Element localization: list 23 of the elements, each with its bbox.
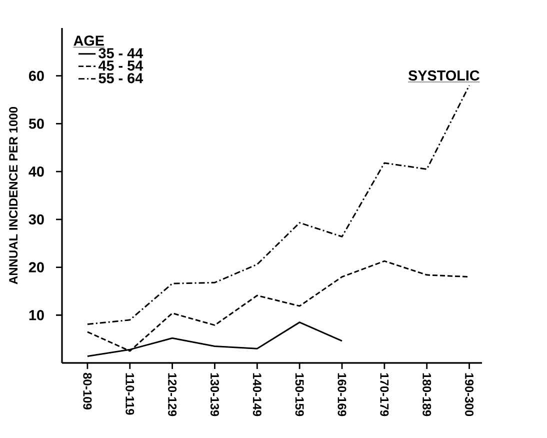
legend-label: 35 - 44: [98, 48, 144, 58]
y-tick-label: 20: [28, 262, 44, 272]
y-axis-title: ANNUAL INCIDENCE PER 1000: [9, 107, 18, 284]
x-tick-label: 120-129: [168, 373, 177, 416]
x-tick-label: 170-179: [380, 373, 389, 416]
x-tick-label: 150-159: [295, 373, 304, 416]
y-tick-label: 60: [28, 70, 44, 81]
legend-title: AGE: [74, 36, 104, 46]
x-tick-label: 110-119: [126, 373, 134, 415]
y-tick-label: 30: [28, 214, 44, 225]
y-tick-label: 10: [29, 310, 44, 320]
x-tick-label: 130-139: [210, 373, 219, 416]
legend-label: 45 - 54: [98, 60, 144, 71]
x-tick-label: 190-300: [465, 373, 474, 416]
x-tick-label: 180-189: [422, 373, 432, 416]
legend-label: 55 - 64: [98, 73, 144, 84]
y-tick-label: 50: [28, 118, 44, 129]
x-tick-label: 80-109: [83, 372, 92, 410]
y-tick-label: 40: [28, 166, 44, 177]
line-series: [86, 84, 470, 325]
x-tick-label: 160-169: [338, 373, 346, 416]
annotation: SYSTOLIC: [408, 70, 480, 81]
x-tick-label: 140-149: [252, 373, 262, 416]
